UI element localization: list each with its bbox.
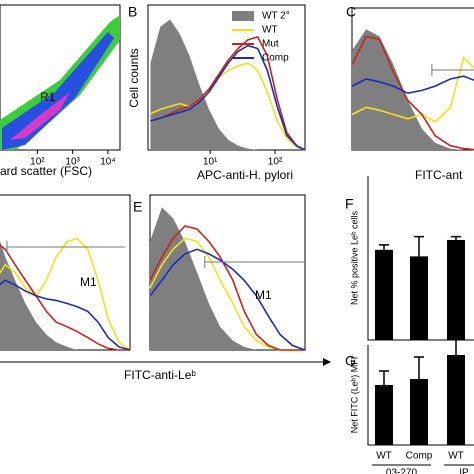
histogram-line [149, 225, 305, 351]
histogram-line [351, 35, 474, 151]
legend-label: WT [262, 25, 278, 36]
bar [447, 355, 465, 445]
group-label: 03-270 [386, 468, 418, 474]
histogram-area [352, 29, 474, 150]
error-bar [379, 370, 389, 385]
x-axis-label: FITC-anti-Leᵇ [124, 368, 196, 382]
gate [204, 256, 305, 268]
x-tick-label: WT [376, 451, 392, 462]
histogram-area [150, 207, 305, 350]
histogram-line [351, 75, 474, 95]
panel-label: B [128, 4, 137, 20]
x-axis-label: APC-anti-H. pylori [197, 168, 293, 182]
bar [410, 256, 428, 340]
bar [375, 249, 393, 340]
panel-label: E [133, 199, 142, 215]
x-tick-label: WT [448, 451, 464, 462]
error-bar [379, 244, 389, 250]
x-tick-label: 10³ [65, 157, 80, 168]
panel-label: G [345, 353, 356, 369]
gate [6, 241, 125, 253]
legend-label: WT 2° [262, 11, 290, 22]
legend-label: Mut [262, 39, 279, 50]
error-bar [414, 356, 424, 379]
bar [375, 385, 393, 445]
error-bar [414, 235, 424, 257]
bar [447, 239, 465, 340]
histogram-line [150, 62, 306, 151]
legend-swatch [232, 11, 254, 21]
x-tick-label: Comp [406, 451, 433, 462]
density-mid [2, 32, 114, 150]
histogram-line [0, 237, 131, 351]
gate [431, 64, 474, 76]
histogram-line [149, 248, 306, 351]
legend-label: Comp [262, 53, 289, 64]
density-core [10, 92, 70, 140]
group-label: IP [459, 468, 469, 474]
gate-label: M1 [255, 288, 272, 302]
histogram-area [0, 241, 130, 350]
histogram-area [150, 19, 305, 150]
error-bar [451, 235, 461, 240]
gate-label: M1 [80, 275, 97, 289]
axes [367, 345, 474, 446]
bar [410, 379, 428, 445]
histogram-line [351, 56, 474, 123]
axes [367, 176, 474, 341]
y-axis-label: Net % positive Leᵇ cells [349, 211, 359, 305]
x-axis-label: ard scatter (FSC) [0, 164, 92, 178]
histogram-line [0, 244, 130, 351]
panel-label: F [345, 196, 354, 212]
error-bar [451, 330, 461, 355]
panel-label: C [346, 4, 356, 20]
histogram-line [150, 35, 306, 151]
x-tick-label: 10⁴ [100, 157, 115, 168]
y-axis-label: Cell counts [127, 48, 141, 107]
x-axis-label: FITC-ant [415, 168, 463, 182]
x-tick-label: 10¹ [203, 157, 218, 168]
plot-frame [0, 4, 121, 151]
histogram-line [150, 44, 306, 151]
histogram-line [0, 279, 131, 351]
x-tick-label: 10² [30, 157, 45, 168]
x-tick-label: 10² [268, 157, 283, 168]
region-label: R1 [40, 90, 56, 104]
y-axis-label: Net FITC (Leᵇ) MFI [349, 357, 359, 433]
